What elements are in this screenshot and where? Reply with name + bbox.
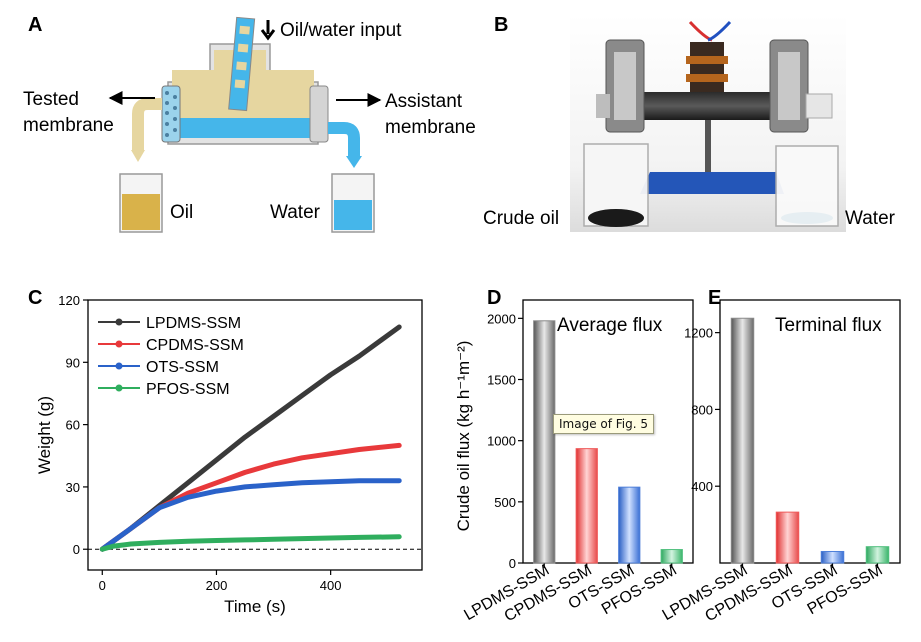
legend-label-pfos-ssm: PFOS-SSM [146, 381, 230, 398]
chart-c-xtick-label: 400 [320, 578, 342, 593]
panel-c: C 0 30 60 90 120 0 200 400 LPDMS-SSM CPDMS-SSM OT… [28, 287, 423, 616]
chart-d-axes: 0500100015002000LPDMS-SSMCPDMS-SSMOTS-SS… [461, 311, 679, 625]
series-line-cpdms-ssm [99, 442, 402, 552]
legend-label-lpdms-ssm: LPDMS-SSM [146, 315, 241, 332]
bar-ytick-label: 1200 [684, 326, 713, 341]
bar-ytick-label: 400 [691, 479, 713, 494]
chart-d-title: Average flux [557, 315, 663, 336]
legend-marker-lpdms-ssm [115, 318, 123, 326]
legend-marker-pfos-ssm [115, 384, 123, 392]
bar-cpdms-ssm [775, 511, 800, 564]
chart-c-series [99, 324, 402, 552]
chart-c-ytick-label: 90 [66, 355, 80, 370]
chart-c-frame [87, 299, 423, 571]
stand-base [640, 172, 784, 194]
bar-cpdms-ssm [575, 448, 598, 564]
panel-e: E 4008001200LPDMS-SSMCPDMS-SSMOTS-SSMPFO… [660, 287, 901, 625]
water-layer [172, 118, 314, 138]
water-pool [781, 212, 833, 224]
crude-oil-pool [588, 209, 644, 227]
right-clamp-inner [778, 52, 800, 120]
separator-pipe [612, 92, 804, 120]
chart-c-ytick-label: 60 [66, 418, 80, 433]
bar-ytick-label: 1000 [487, 434, 516, 449]
input-arrow-icon [260, 20, 276, 41]
crude-label: Crude oil [483, 208, 559, 229]
legend-marker-cpdms-ssm [115, 340, 123, 348]
chart-c-xlabel: Time (s) [224, 597, 286, 616]
crude-beaker [583, 143, 649, 227]
chart-c-ytick-label: 0 [73, 542, 80, 557]
water-collected [334, 200, 372, 230]
water-outlet-pipe [328, 122, 360, 156]
bar-ots-ssm [618, 486, 641, 564]
panel-e-letter: E [708, 287, 721, 309]
image-tooltip: Image of Fig. 5 [553, 414, 655, 434]
membrane-mesh [165, 91, 177, 137]
legend-label-cpdms-ssm: CPDMS-SSM [146, 337, 244, 354]
chart-e-frame [719, 299, 901, 564]
left-clamp-inner [614, 52, 636, 120]
tested-label-line1: Tested [23, 89, 79, 110]
panel-a: A Oil/water input [23, 14, 476, 233]
oil-label: Oil [170, 202, 193, 223]
right-end-cap [805, 93, 833, 119]
chart-c-ytick-label: 120 [58, 293, 80, 308]
assist-label-line1: Assistant [385, 91, 463, 112]
stand-rod [705, 120, 711, 172]
chart-e-title: Terminal flux [775, 315, 882, 336]
chart-c-axes: 0 30 60 90 120 0 200 400 [58, 293, 422, 593]
inlet-flange-1 [686, 56, 728, 64]
panel-d-letter: D [487, 287, 501, 309]
chart-d-ylabel: Crude oil flux (kg h⁻¹m⁻²) [454, 341, 473, 532]
chart-d-bars [533, 320, 683, 564]
bar-pfos-ssm [865, 546, 890, 564]
water-label: Water [270, 202, 321, 223]
bar-ytick-label: 500 [494, 495, 516, 510]
blue-arrow-icon [707, 20, 732, 42]
water-beaker-photo [775, 145, 839, 227]
chart-c-ylabel: Weight (g) [35, 396, 54, 474]
bar-ots-ssm [820, 550, 845, 564]
bar-ytick-label: 0 [509, 556, 516, 571]
chart-d-frame [522, 299, 694, 564]
assistant-membrane [309, 85, 329, 143]
bar-lpdms-ssm [730, 317, 755, 564]
chart-c-legend: LPDMS-SSM CPDMS-SSM OTS-SSM PFOS-SSM [98, 315, 244, 398]
bar-ytick-label: 1500 [487, 373, 516, 388]
oil-droplets [234, 25, 250, 89]
oil-outlet-arrow-icon [131, 150, 145, 162]
panel-b-letter: B [494, 14, 508, 36]
input-label: Oil/water input [280, 20, 402, 41]
chart-c-xtick-label: 0 [99, 578, 106, 593]
chart-e-bars [730, 317, 890, 564]
bar-ytick-label: 800 [691, 402, 713, 417]
water-label-photo: Water [845, 208, 896, 229]
panel-a-letter: A [28, 14, 42, 36]
assist-label-line2: membrane [385, 117, 476, 138]
chart-c-xtick-label: 200 [206, 578, 228, 593]
bar-pfos-ssm [660, 549, 683, 564]
chart-c-ytick-label: 30 [66, 480, 80, 495]
panel-d: D 0500100015002000LPDMS-SSMCPDMS-SSMOTS-… [454, 287, 694, 625]
oil-outlet-pipe [132, 98, 162, 150]
panel-c-letter: C [28, 287, 42, 309]
series-line-ots-ssm [99, 478, 402, 552]
left-end-cap [596, 94, 610, 118]
series-line-pfos-ssm [99, 534, 402, 552]
legend-marker-ots-ssm [115, 362, 123, 370]
tested-label-line2: membrane [23, 115, 114, 136]
oil-collected [122, 194, 160, 230]
water-outlet-arrow-icon [346, 156, 362, 168]
bar-ytick-label: 2000 [487, 311, 516, 326]
legend-label-ots-ssm: OTS-SSM [146, 359, 219, 376]
inlet-flange-2 [686, 74, 728, 82]
panel-b: B Crude oil Water [483, 14, 896, 232]
tested-membrane [161, 85, 181, 143]
bar-lpdms-ssm [533, 320, 556, 564]
